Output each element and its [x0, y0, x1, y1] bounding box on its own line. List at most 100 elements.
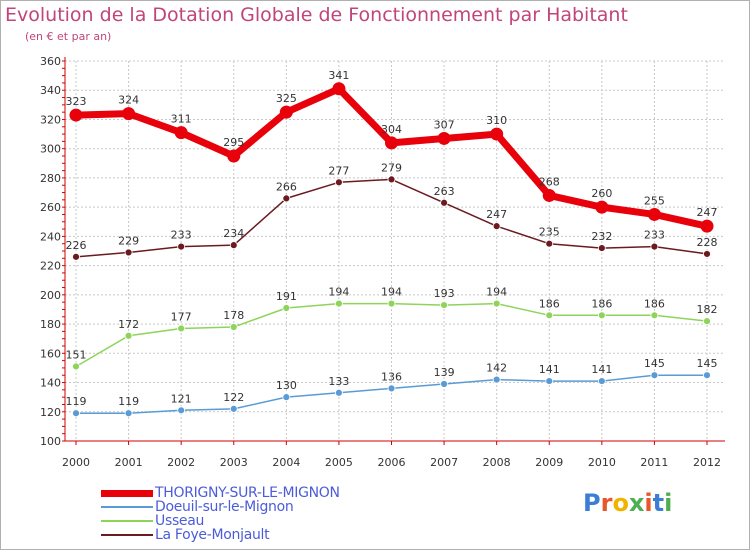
- data-label: 141: [591, 363, 612, 376]
- y-tick-label: 280: [40, 172, 61, 185]
- data-label: 186: [591, 297, 612, 310]
- data-point: [124, 248, 133, 257]
- data-label: 247: [486, 208, 507, 221]
- data-label: 136: [381, 370, 402, 383]
- data-point: [387, 384, 396, 393]
- data-labels: 323 324 311 295 325 341 304 307 310 268 260 255 247 1…: [66, 69, 718, 408]
- legend-label: La Foye-Monjault: [155, 527, 270, 543]
- x-tick-label: 2000: [62, 456, 90, 469]
- y-tick-label: 200: [40, 289, 61, 302]
- axes: [62, 57, 725, 445]
- x-tick-label: 2002: [167, 456, 195, 469]
- data-label: 295: [223, 136, 244, 149]
- x-tick-labels: 2000 2001 2002 2003 2004 2005 2006 2007 2008 2009…: [62, 456, 721, 469]
- data-point: [437, 131, 451, 145]
- logo-letter: i: [644, 489, 653, 517]
- data-point: [177, 324, 186, 333]
- data-label: 119: [66, 395, 87, 408]
- x-tick-label: 2006: [378, 456, 406, 469]
- data-label: 186: [539, 297, 560, 310]
- data-label: 234: [223, 227, 244, 240]
- data-label: 226: [66, 239, 87, 252]
- x-tick-label: 2005: [325, 456, 353, 469]
- data-label: 323: [66, 95, 87, 108]
- legend-swatch: [101, 506, 153, 508]
- data-label: 310: [486, 114, 507, 127]
- data-point: [542, 188, 556, 202]
- logo-letter: P: [583, 489, 601, 517]
- y-tick-label: 120: [40, 406, 61, 419]
- data-point: [122, 107, 136, 121]
- legend-label: Doeuil-sur-le-Mignon: [155, 499, 294, 515]
- data-label: 194: [486, 286, 507, 299]
- legend-swatch: [101, 534, 153, 536]
- series-doeuil-sur-le-mignon: [72, 371, 711, 418]
- data-point: [385, 136, 398, 150]
- y-tick-label: 160: [40, 347, 61, 360]
- data-label: 311: [171, 113, 192, 126]
- y-tick-label: 300: [40, 143, 61, 156]
- logo-letter: t: [652, 489, 665, 517]
- data-label: 232: [591, 230, 612, 243]
- proxiti-logo: Proxiti: [583, 489, 672, 517]
- data-label: 121: [171, 392, 192, 405]
- y-tick-label: 320: [40, 113, 61, 126]
- data-label: 268: [539, 175, 560, 188]
- data-point: [492, 222, 501, 231]
- data-point: [72, 409, 80, 418]
- data-point: [703, 371, 711, 380]
- data-label: 194: [381, 286, 402, 299]
- data-label: 229: [118, 234, 139, 247]
- x-tick-label: 2009: [535, 456, 563, 469]
- data-point: [124, 331, 133, 340]
- data-point: [332, 82, 346, 96]
- data-label: 142: [486, 362, 507, 375]
- data-label: 260: [591, 187, 612, 200]
- data-label: 191: [276, 290, 297, 303]
- data-label: 141: [539, 363, 560, 376]
- data-point: [282, 393, 291, 402]
- data-label: 130: [276, 379, 297, 392]
- data-point: [279, 105, 293, 119]
- data-label: 233: [644, 229, 665, 242]
- data-label: 145: [644, 357, 665, 370]
- data-point: [387, 175, 396, 184]
- data-point: [545, 311, 554, 320]
- data-point: [650, 371, 659, 380]
- data-label: 307: [434, 118, 455, 131]
- data-label: 172: [118, 318, 139, 331]
- legend-swatch: [101, 490, 153, 497]
- data-label: 263: [434, 185, 455, 198]
- data-point: [650, 242, 659, 251]
- data-point: [229, 404, 238, 413]
- data-point: [545, 377, 554, 385]
- data-label: 255: [644, 194, 665, 207]
- data-point: [335, 388, 343, 397]
- data-point: [703, 250, 711, 258]
- data-point: [492, 375, 501, 384]
- data-label: 304: [381, 123, 402, 136]
- x-tick-label: 2008: [483, 456, 511, 469]
- data-label: 325: [276, 92, 297, 105]
- logo-letter: x: [628, 489, 645, 517]
- data-point: [703, 317, 711, 326]
- series-thorigny-sur-le-mignon: [69, 82, 714, 233]
- data-label: 151: [66, 348, 87, 361]
- data-label: 247: [697, 206, 718, 219]
- data-point: [177, 242, 186, 251]
- series-la-foye-monjault: [72, 175, 711, 261]
- data-label: 266: [276, 180, 297, 193]
- data-label: 145: [697, 357, 718, 370]
- legend-swatch: [101, 520, 153, 522]
- x-tick-label: 2011: [640, 456, 668, 469]
- data-label: 182: [697, 303, 718, 316]
- y-tick-label: 140: [40, 377, 61, 390]
- data-point: [440, 380, 448, 388]
- legend-label: THORIGNY-SUR-LE-MIGNON: [155, 485, 340, 501]
- data-label: 119: [118, 395, 139, 408]
- y-tick-label: 340: [40, 84, 61, 97]
- data-point: [545, 239, 554, 248]
- data-point: [282, 304, 291, 312]
